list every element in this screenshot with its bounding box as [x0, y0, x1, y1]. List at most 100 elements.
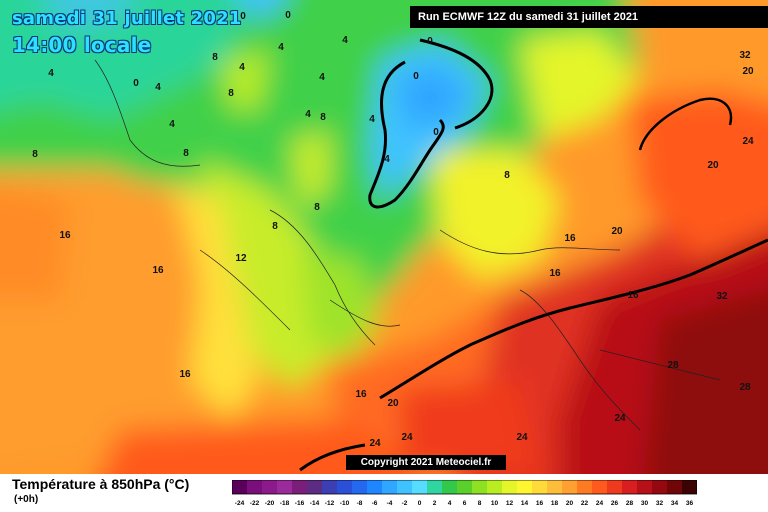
- isotherm-label: 24: [369, 438, 381, 449]
- isotherm-label: 8: [212, 52, 218, 63]
- scale-tick-label: -24: [235, 500, 245, 507]
- scale-swatch: [562, 480, 578, 494]
- isotherm-label: 4: [155, 82, 161, 93]
- scale-swatch: [472, 480, 488, 494]
- scale-tick-label: 14: [521, 500, 529, 507]
- color-scale: -24 -22 -20 -18 -16 -14 -12 -10 -8 -6 -4 -2 0 2 4 6 8 10 1…: [232, 480, 697, 507]
- scale-tick-label: -10: [340, 500, 350, 507]
- scale-swatch: [682, 480, 697, 494]
- scale-tick-label: -22: [250, 500, 260, 507]
- scale-swatch: [487, 480, 503, 494]
- isotherm-label: 24: [401, 432, 413, 443]
- scale-swatch: [622, 480, 638, 494]
- scale-tick-label: -20: [265, 500, 275, 507]
- scale-tick-label: 28: [626, 500, 634, 507]
- scale-swatch: [667, 480, 683, 494]
- scale-swatch: [337, 480, 353, 494]
- isotherm-label: 20: [742, 66, 754, 77]
- scale-swatch: [262, 480, 278, 494]
- isotherm-label: 4: [278, 42, 284, 53]
- scale-swatch: [247, 480, 263, 494]
- scale-tick-label: 32: [656, 500, 664, 507]
- scale-swatch: [532, 480, 548, 494]
- isotherm-label: 0: [133, 78, 139, 89]
- isotherm-label: 0: [240, 11, 246, 22]
- isotherm-label: 32: [739, 50, 751, 61]
- isotherm-label: 20: [707, 160, 719, 171]
- isotherm-label: 8: [183, 148, 189, 159]
- isotherm-label: 16: [59, 230, 71, 241]
- isotherm-label: 16: [549, 268, 561, 279]
- temperature-map: 0 0 0 0 0 0 4 4 4 4 4 4 4 4 4 4 8 8 8 8 …: [0, 0, 768, 474]
- isotherm-label: 4: [384, 154, 390, 165]
- isotherm-label: 16: [627, 290, 639, 301]
- scale-tick-label: 24: [596, 500, 604, 507]
- isotherm-label: 0: [427, 36, 433, 47]
- isotherm-label: 0: [285, 10, 291, 21]
- copyright: Copyright 2021 Meteociel.fr: [346, 455, 506, 470]
- scale-swatch: [547, 480, 563, 494]
- scale-tick-label: -4: [387, 500, 393, 507]
- scale-tick-label: -2: [402, 500, 408, 507]
- scale-tick-label: 34: [671, 500, 679, 507]
- isotherm-label: 20: [387, 398, 399, 409]
- scale-swatch: [607, 480, 623, 494]
- isotherm-label: 24: [614, 413, 626, 424]
- isotherm-label: 28: [739, 382, 751, 393]
- scale-swatch: [382, 480, 398, 494]
- scale-swatch: [232, 480, 248, 494]
- isotherm-label: 8: [504, 170, 510, 181]
- legend-footer: Température à 850hPa (°C) (+0h) -24 -22 -2…: [0, 474, 768, 512]
- isotherm-label: 12: [235, 253, 247, 264]
- scale-tick-label: 18: [551, 500, 559, 507]
- scale-swatch: [517, 480, 533, 494]
- scale-tick-label: -6: [372, 500, 378, 507]
- isotherm-label: 4: [239, 62, 245, 73]
- scale-tick-label: -18: [280, 500, 290, 507]
- scale-tick-label: -8: [357, 500, 363, 507]
- scale-swatch: [442, 480, 458, 494]
- scale-tick-label: 10: [491, 500, 499, 507]
- isotherm-label: 4: [48, 68, 54, 79]
- isotherm-label: 20: [611, 226, 623, 237]
- scale-swatch: [577, 480, 593, 494]
- map-date: samedi 31 juillet 2021: [12, 8, 242, 29]
- isotherm-label: 24: [516, 432, 528, 443]
- lead-time: (+0h): [14, 494, 39, 505]
- isotherm-label: 8: [272, 221, 278, 232]
- scale-swatch: [427, 480, 443, 494]
- isotherm-label: 8: [314, 202, 320, 213]
- isotherm-label: 0: [413, 71, 419, 82]
- scale-swatch: [352, 480, 368, 494]
- scale-tick-label: 12: [506, 500, 514, 507]
- scale-swatch: [277, 480, 293, 494]
- variable-title: Température à 850hPa (°C): [12, 476, 190, 492]
- scale-swatch: [307, 480, 323, 494]
- scale-tick-label: -16: [295, 500, 305, 507]
- isotherm-label: 4: [342, 35, 348, 46]
- isotherm-label: 16: [564, 233, 576, 244]
- scale-swatch: [397, 480, 413, 494]
- scale-swatch: [412, 480, 428, 494]
- run-info: Run ECMWF 12Z du samedi 31 juillet 2021: [410, 6, 768, 28]
- scale-swatch: [637, 480, 653, 494]
- scale-tick-label: 4: [448, 500, 452, 507]
- scale-swatch: [322, 480, 338, 494]
- isotherm-label: 4: [319, 72, 325, 83]
- isotherm-label: 4: [169, 119, 175, 130]
- scale-border: [232, 480, 697, 495]
- scale-swatch: [367, 480, 383, 494]
- isotherm-label: 0: [433, 127, 439, 138]
- scale-swatch: [652, 480, 668, 494]
- isotherm-label: 16: [179, 369, 191, 380]
- scale-tick-label: 30: [641, 500, 649, 507]
- scale-tick-label: -14: [310, 500, 320, 507]
- scale-tick-label: -12: [325, 500, 335, 507]
- isotherm-label: 8: [320, 112, 326, 123]
- map-local-time: 14:00 locale: [12, 33, 152, 57]
- scale-tick-label: 16: [536, 500, 544, 507]
- scale-swatch: [502, 480, 518, 494]
- scale-tick-label: 26: [611, 500, 619, 507]
- scale-tick-label: 0: [418, 500, 422, 507]
- scale-tick-label: 36: [686, 500, 694, 507]
